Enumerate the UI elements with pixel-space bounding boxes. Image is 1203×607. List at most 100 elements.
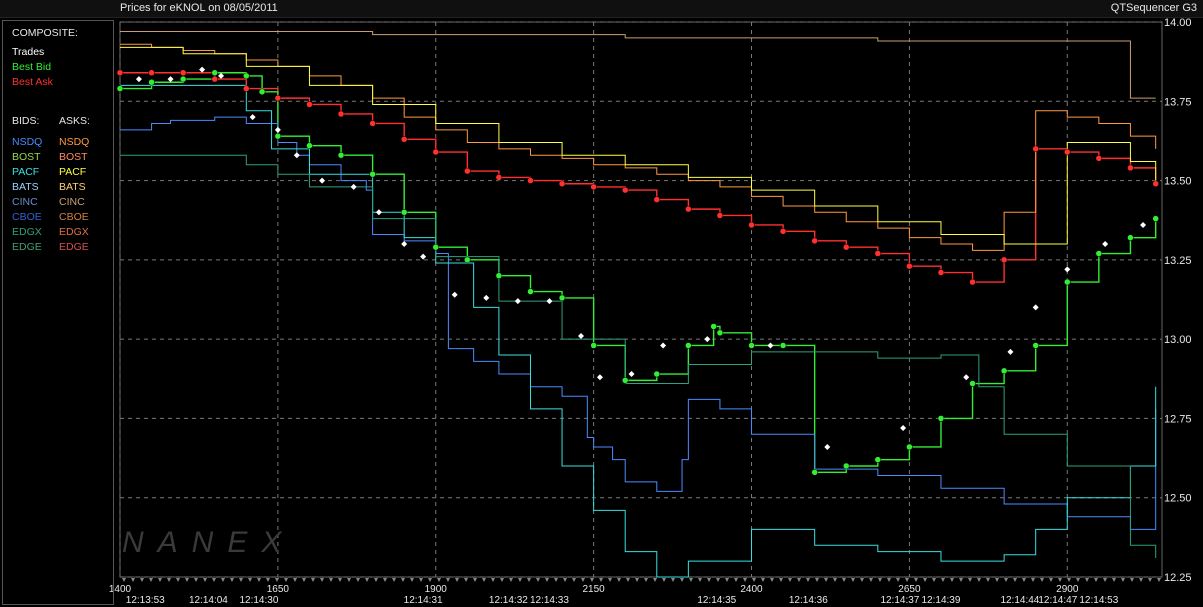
legend-composite-heading: COMPOSITE: bbox=[12, 27, 78, 39]
x-minor-tick bbox=[680, 578, 684, 582]
x-minor-tick bbox=[797, 578, 801, 582]
legend-bid-bost: BOST bbox=[12, 151, 41, 163]
x-minor-tick bbox=[509, 578, 513, 582]
series-line-best-bid bbox=[120, 72, 1157, 474]
x-minor-tick bbox=[248, 578, 252, 582]
time-label: 12:14:47 bbox=[1038, 595, 1077, 606]
best-ask-point bbox=[1032, 145, 1039, 153]
best-ask-point bbox=[179, 69, 187, 76]
best-bid-point bbox=[211, 69, 218, 76]
x-minor-tick bbox=[437, 578, 441, 582]
best-ask-point bbox=[558, 180, 566, 187]
best-ask-point bbox=[116, 69, 124, 76]
x-minor-tick bbox=[302, 578, 306, 582]
x-minor-tick bbox=[941, 578, 945, 582]
best-ask-point bbox=[337, 110, 345, 118]
x-minor-tick bbox=[275, 578, 279, 582]
trade-point bbox=[578, 332, 585, 339]
x-minor-tick bbox=[284, 578, 288, 582]
x-minor-tick bbox=[536, 578, 540, 582]
x-minor-tick bbox=[266, 578, 270, 582]
x-minor-tick bbox=[734, 578, 738, 582]
best-ask-point bbox=[369, 120, 376, 127]
best-ask-point bbox=[527, 177, 534, 184]
trade-point bbox=[375, 209, 382, 216]
time-label: 12:14:33 bbox=[530, 595, 569, 606]
x-minor-tick bbox=[617, 578, 621, 582]
legend-asks-heading: ASKS: bbox=[59, 115, 90, 127]
x-tick-label: 2400 bbox=[740, 584, 763, 595]
x-minor-tick bbox=[644, 578, 648, 582]
trade-point bbox=[704, 336, 711, 343]
grid-lines bbox=[119, 21, 1162, 578]
trade-point bbox=[1102, 241, 1109, 247]
x-minor-tick bbox=[842, 578, 846, 582]
trade-point bbox=[135, 76, 142, 83]
x-minor-tick bbox=[869, 578, 873, 582]
legend-ask-pacf: PACF bbox=[59, 166, 87, 178]
x-minor-tick bbox=[1085, 578, 1089, 582]
x-minor-tick bbox=[518, 578, 522, 582]
legend-bids-heading: BIDS: bbox=[12, 115, 40, 127]
time-label: 12:14:35 bbox=[697, 595, 736, 606]
best-bid-point bbox=[464, 256, 471, 264]
best-bid-point bbox=[274, 132, 282, 140]
x-minor-tick bbox=[131, 578, 135, 582]
x-minor-tick bbox=[698, 578, 702, 582]
best-ask-point bbox=[716, 212, 724, 219]
time-label: 12:14:32 bbox=[489, 595, 528, 606]
x-minor-tick bbox=[896, 578, 900, 582]
trade-point bbox=[596, 374, 603, 381]
best-ask-point bbox=[969, 278, 976, 286]
best-bid-point bbox=[306, 142, 313, 149]
x-minor-tick bbox=[383, 578, 387, 582]
x-minor-tick bbox=[851, 578, 855, 582]
x-minor-tick bbox=[464, 578, 468, 582]
x-minor-tick bbox=[203, 578, 207, 582]
trade-point bbox=[350, 183, 357, 190]
x-minor-tick bbox=[500, 578, 504, 582]
legend-ask-edgx: EDGX bbox=[59, 226, 89, 238]
y-tick-label: 12.50 bbox=[1164, 493, 1192, 505]
trade-point bbox=[420, 253, 427, 260]
x-minor-tick bbox=[473, 578, 477, 582]
x-minor-tick bbox=[806, 578, 810, 582]
best-ask-point bbox=[1000, 256, 1008, 264]
x-minor-tick bbox=[815, 578, 819, 582]
x-minor-tick bbox=[950, 578, 954, 582]
x-minor-tick bbox=[608, 578, 612, 582]
best-bid-point bbox=[779, 342, 787, 349]
x-minor-tick bbox=[788, 578, 792, 582]
x-tick-label: 2650 bbox=[898, 584, 921, 595]
trade-point bbox=[824, 443, 831, 450]
x-minor-tick bbox=[1157, 578, 1161, 582]
x-minor-tick bbox=[887, 578, 891, 582]
trade-point bbox=[483, 294, 490, 301]
x-minor-tick bbox=[167, 578, 171, 582]
best-bid-point bbox=[748, 342, 755, 349]
best-ask-point bbox=[937, 269, 945, 276]
legend-bid-edgx: EDGX bbox=[12, 226, 42, 238]
time-label: 12:14:30 bbox=[239, 595, 278, 606]
legend-bid-cboe: CBOE bbox=[12, 211, 42, 223]
best-bid-point bbox=[1095, 250, 1103, 257]
x-minor-tick bbox=[1148, 578, 1152, 582]
x-minor-tick bbox=[959, 578, 963, 582]
legend-ask-edge: EDGE bbox=[59, 241, 89, 253]
x-minor-tick bbox=[1031, 578, 1035, 582]
x-minor-tick bbox=[752, 578, 756, 582]
x-minor-tick bbox=[1103, 578, 1107, 582]
trade-point bbox=[401, 241, 408, 247]
x-minor-tick bbox=[491, 578, 495, 582]
x-tick-label: 2900 bbox=[1056, 584, 1079, 595]
time-label: 12:14:53 bbox=[1079, 595, 1118, 606]
x-minor-tick bbox=[968, 578, 972, 582]
best-ask-point bbox=[495, 174, 503, 181]
x-minor-tick bbox=[1139, 578, 1143, 582]
trade-point bbox=[963, 374, 970, 381]
x-minor-tick bbox=[1130, 578, 1134, 582]
x-minor-tick bbox=[590, 578, 594, 582]
x-minor-tick bbox=[626, 578, 630, 582]
time-label: 12:14:04 bbox=[189, 595, 228, 606]
